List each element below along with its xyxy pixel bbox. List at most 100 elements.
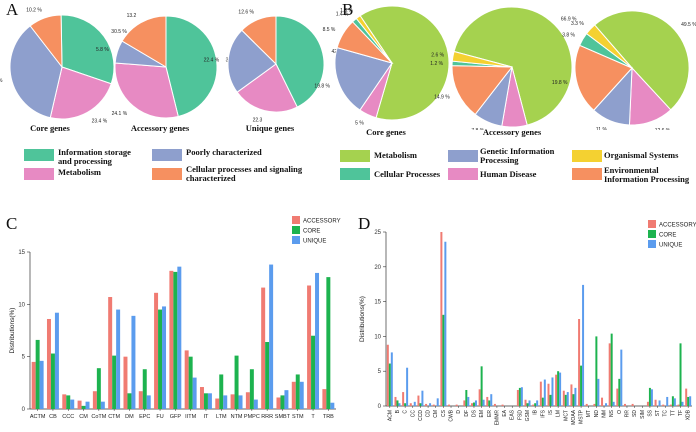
x-tick-label: DS	[471, 409, 477, 417]
legend-swatch	[292, 226, 300, 234]
legend-b-swatch-slate	[448, 150, 478, 162]
bar-core	[564, 394, 567, 406]
x-tick-label: TRB	[323, 414, 334, 420]
x-tick-label: IITM	[185, 414, 196, 420]
x-tick-label: ND	[594, 410, 600, 418]
x-tick-label: ACTM	[30, 414, 46, 420]
legend-b-label-5: Human Disease	[480, 169, 537, 179]
bar-unique	[207, 393, 212, 409]
x-tick-label: LM	[556, 410, 562, 417]
bar-accessory	[555, 374, 558, 406]
bar-core	[142, 369, 147, 409]
x-tick-label: IB	[533, 409, 539, 414]
legend-a-label-3: Metabolism	[58, 167, 101, 177]
bar-accessory	[432, 404, 435, 406]
bar-unique	[551, 377, 554, 406]
x-tick-label: EMMR	[494, 410, 500, 426]
bar-core	[127, 393, 132, 409]
x-tick-label: CoTM	[91, 414, 106, 420]
bar-core	[419, 403, 422, 406]
bar-accessory	[532, 404, 535, 406]
bar-unique	[689, 396, 692, 406]
bar-unique	[162, 306, 167, 409]
bar-core	[158, 309, 163, 409]
x-tick-label: IT	[204, 414, 210, 420]
pie-slice	[593, 10, 690, 111]
pie-slice-label: 22.3	[253, 117, 263, 123]
bar-unique	[666, 396, 669, 406]
pie-slice-label: 12.6 %	[655, 128, 671, 130]
bar-unique	[390, 352, 393, 406]
pie-slice-label: 12.6 %	[238, 9, 254, 15]
bar-core	[280, 395, 285, 409]
bar-core	[96, 368, 101, 409]
bar-core	[326, 277, 331, 409]
bar-core	[610, 333, 613, 406]
bar-core	[687, 396, 690, 406]
pie-slice	[241, 15, 277, 66]
bar-unique	[192, 377, 197, 409]
bar-unique	[85, 401, 90, 409]
bar-core	[66, 395, 71, 409]
bar-core	[648, 387, 651, 406]
legend-a-swatch-teal	[24, 149, 54, 161]
bar-core	[465, 389, 468, 406]
bar-unique	[406, 367, 409, 406]
bar-chart-c: 0 5 10 15 Distributions(%) ACTM CB CCC CM CoTM CTM…	[9, 216, 341, 420]
bar-accessory	[215, 398, 220, 409]
bar-accessory	[46, 318, 51, 409]
x-tick-label: SIM	[640, 410, 646, 419]
x-tick-label: SD	[632, 410, 638, 417]
bar-unique	[467, 396, 470, 406]
bar-unique	[398, 403, 401, 406]
pie-charts: 30.5 %23.4 %35.9 %10.2 %36.9 %24.1 %5.8 …	[0, 5, 696, 130]
legend-label: CORE	[303, 229, 320, 235]
panel-label-a: A	[6, 0, 19, 19]
pie-slice-label: 11 %	[596, 127, 608, 130]
x-tick-label: C	[403, 410, 409, 414]
panel-label-c: C	[6, 214, 18, 233]
x-tick-label: CWB	[449, 409, 455, 421]
legend-b-label-1: Metabolism	[374, 150, 417, 160]
pie-slice	[275, 15, 325, 108]
x-tick-label: B	[395, 409, 401, 413]
pie-pieA-0: 30.5 % 23.4 % 35.9 % 10.2 %	[0, 7, 127, 124]
y-axis-title: Distributions(%)	[359, 296, 366, 342]
x-tick-label: TT	[670, 410, 676, 416]
x-tick-label: CCC	[62, 414, 74, 420]
x-tick-label: SS	[647, 409, 653, 416]
bar-accessory	[77, 400, 82, 409]
pie-slice-label: 1.3 %	[340, 8, 353, 14]
bar-core	[396, 400, 399, 406]
bar-unique	[681, 401, 684, 406]
bar-accessory	[199, 387, 204, 409]
bar-unique	[421, 390, 424, 406]
bar-unique	[116, 309, 121, 409]
pie-slice-label: 3.8 %	[562, 33, 575, 39]
bar-unique	[54, 312, 59, 409]
x-tick-label: DF	[464, 410, 470, 417]
x-tick-label: CC	[410, 410, 416, 418]
y-tick-label: 10	[18, 302, 25, 308]
pie-slice	[236, 63, 298, 113]
legend-a-swatch-slate	[152, 149, 182, 161]
bar-core	[549, 394, 552, 406]
legend-label: UNIQUE	[659, 243, 682, 249]
pie-slice	[451, 65, 514, 116]
pie-slice	[29, 14, 63, 69]
pie-b1-caption: Core genes	[366, 127, 406, 137]
bar-core	[480, 366, 483, 406]
pie-b2-caption: Accessory genes	[482, 127, 542, 137]
pie-slice-label: 3.3 %	[571, 21, 584, 27]
bar-accessory	[402, 392, 405, 406]
bar-accessory	[470, 403, 473, 406]
bar-accessory	[108, 297, 113, 409]
bar-unique	[223, 395, 228, 409]
pie-pieB-2: 49.5 % 12.6 % 11 % 19.8 % 3.8 % 3.3 %	[552, 10, 696, 130]
pie-slice-label: 14.9 %	[434, 95, 450, 101]
bar-accessory	[593, 403, 596, 406]
y-tick-label: 0	[378, 404, 382, 410]
bar-core	[265, 342, 270, 409]
bar-unique	[620, 349, 623, 406]
